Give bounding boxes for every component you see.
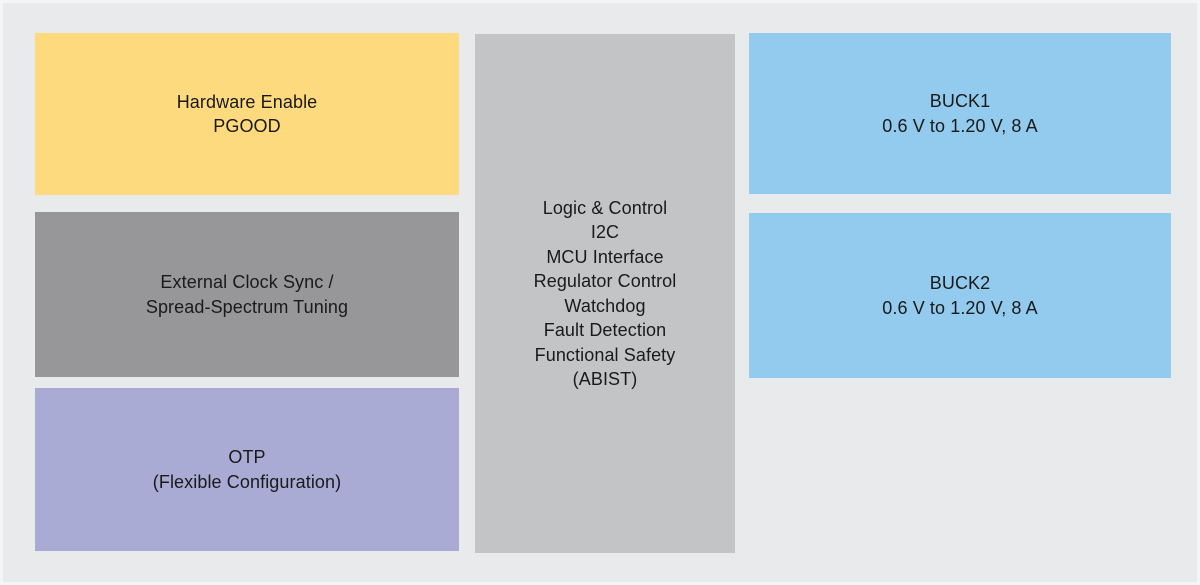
block-label-line: Watchdog [564, 295, 646, 316]
block-label-line: BUCK1 [929, 91, 991, 111]
block-label-line: Logic & Control [542, 197, 668, 218]
block-label-line: 0.6 V to 1.20 V, 8 A [882, 115, 1038, 136]
block-label-line: Fault Detection [543, 320, 667, 340]
otp-block: OTP (Flexible Configuration) [35, 388, 459, 551]
block-label-line: MCU Interface [546, 246, 664, 267]
block-label-line: I2C [590, 222, 620, 242]
block-label-line: External Clock Sync / [160, 272, 334, 292]
block-label-line: OTP [228, 447, 266, 467]
block-label-line: (Flexible Configuration) [152, 471, 342, 492]
block-label-line: 0.6 V to 1.20 V, 8 A [882, 297, 1038, 318]
external-clock-sync-block: External Clock Sync / Spread-Spectrum Tu… [35, 212, 459, 377]
buck1-regulator-block: BUCK1 0.6 V to 1.20 V, 8 A [749, 33, 1171, 194]
buck2-regulator-block: BUCK2 0.6 V to 1.20 V, 8 A [749, 213, 1171, 378]
block-label-line: (ABIST) [572, 369, 638, 389]
block-label-line: Functional Safety [534, 344, 676, 365]
block-label-line: PGOOD [213, 116, 281, 136]
block-label-line: BUCK2 [929, 273, 991, 293]
block-label-line: Spread-Spectrum Tuning [145, 296, 349, 317]
logic-and-control-block: Logic & Control I2C MCU Interface Regula… [475, 34, 735, 553]
hardware-enable-pgood-block: Hardware Enable PGOOD [35, 33, 459, 195]
block-label-line: Hardware Enable [176, 91, 318, 112]
block-label-line: Regulator Control [533, 271, 677, 291]
